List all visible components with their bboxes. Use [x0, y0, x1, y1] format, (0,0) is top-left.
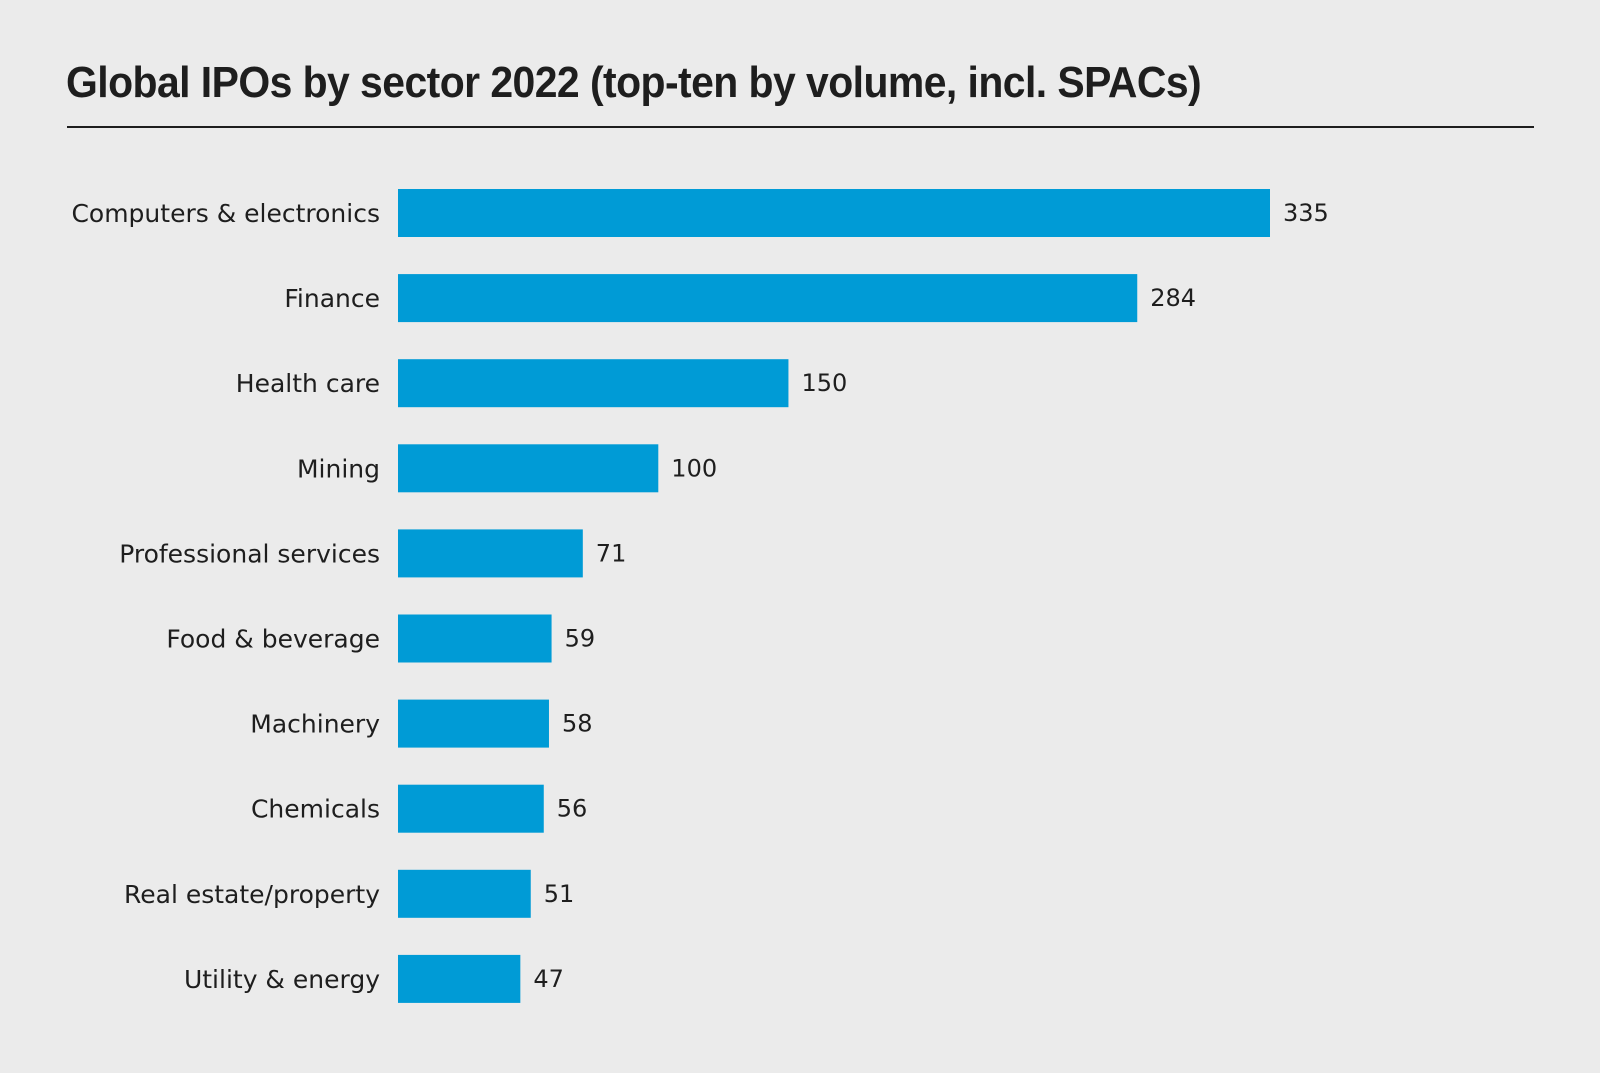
value-label: 56	[557, 795, 588, 823]
bar-row: Food & beverage 59	[166, 614, 596, 663]
category-label: Utility & energy	[184, 965, 380, 994]
bar	[398, 444, 659, 493]
bar	[398, 274, 1138, 323]
value-label: 284	[1150, 284, 1196, 312]
bar-row: Computers & electronics 335	[71, 189, 1329, 237]
bar-row: Health care 150	[236, 359, 847, 408]
bar-row: Finance 284	[284, 274, 1196, 323]
chart-title: Global IPOs by sector 2022 (top-ten by v…	[66, 58, 1202, 107]
bar	[398, 529, 583, 578]
value-label: 59	[565, 625, 596, 653]
value-label: 71	[596, 539, 627, 567]
value-label: 335	[1283, 199, 1329, 227]
bar	[398, 189, 1270, 237]
value-label: 150	[801, 369, 847, 397]
bar-row: Utility & energy 47	[184, 954, 564, 1003]
bar	[398, 699, 549, 748]
bar-row: Machinery 58	[250, 699, 593, 748]
category-label: Chemicals	[251, 795, 380, 824]
category-label: Health care	[236, 369, 380, 398]
category-label: Machinery	[250, 710, 380, 739]
bar	[398, 614, 552, 663]
title-rule	[67, 126, 1534, 128]
value-label: 51	[544, 880, 575, 908]
bar	[398, 784, 544, 833]
category-label: Mining	[297, 454, 380, 483]
bar-row: Chemicals 56	[251, 784, 588, 833]
category-label: Finance	[284, 284, 380, 313]
bar-row: Real estate/property 51	[124, 869, 575, 918]
category-label: Professional services	[119, 539, 380, 568]
bar-row: Mining 100	[297, 444, 717, 493]
category-label: Real estate/property	[124, 880, 380, 909]
bar	[398, 869, 531, 918]
bar	[398, 359, 789, 408]
bar	[398, 954, 521, 1003]
bar-row: Professional services 71	[119, 529, 627, 578]
value-label: 58	[562, 710, 593, 738]
category-label: Computers & electronics	[71, 199, 380, 228]
category-label: Food & beverage	[166, 625, 380, 654]
value-label: 100	[671, 454, 717, 482]
value-label: 47	[533, 965, 564, 993]
